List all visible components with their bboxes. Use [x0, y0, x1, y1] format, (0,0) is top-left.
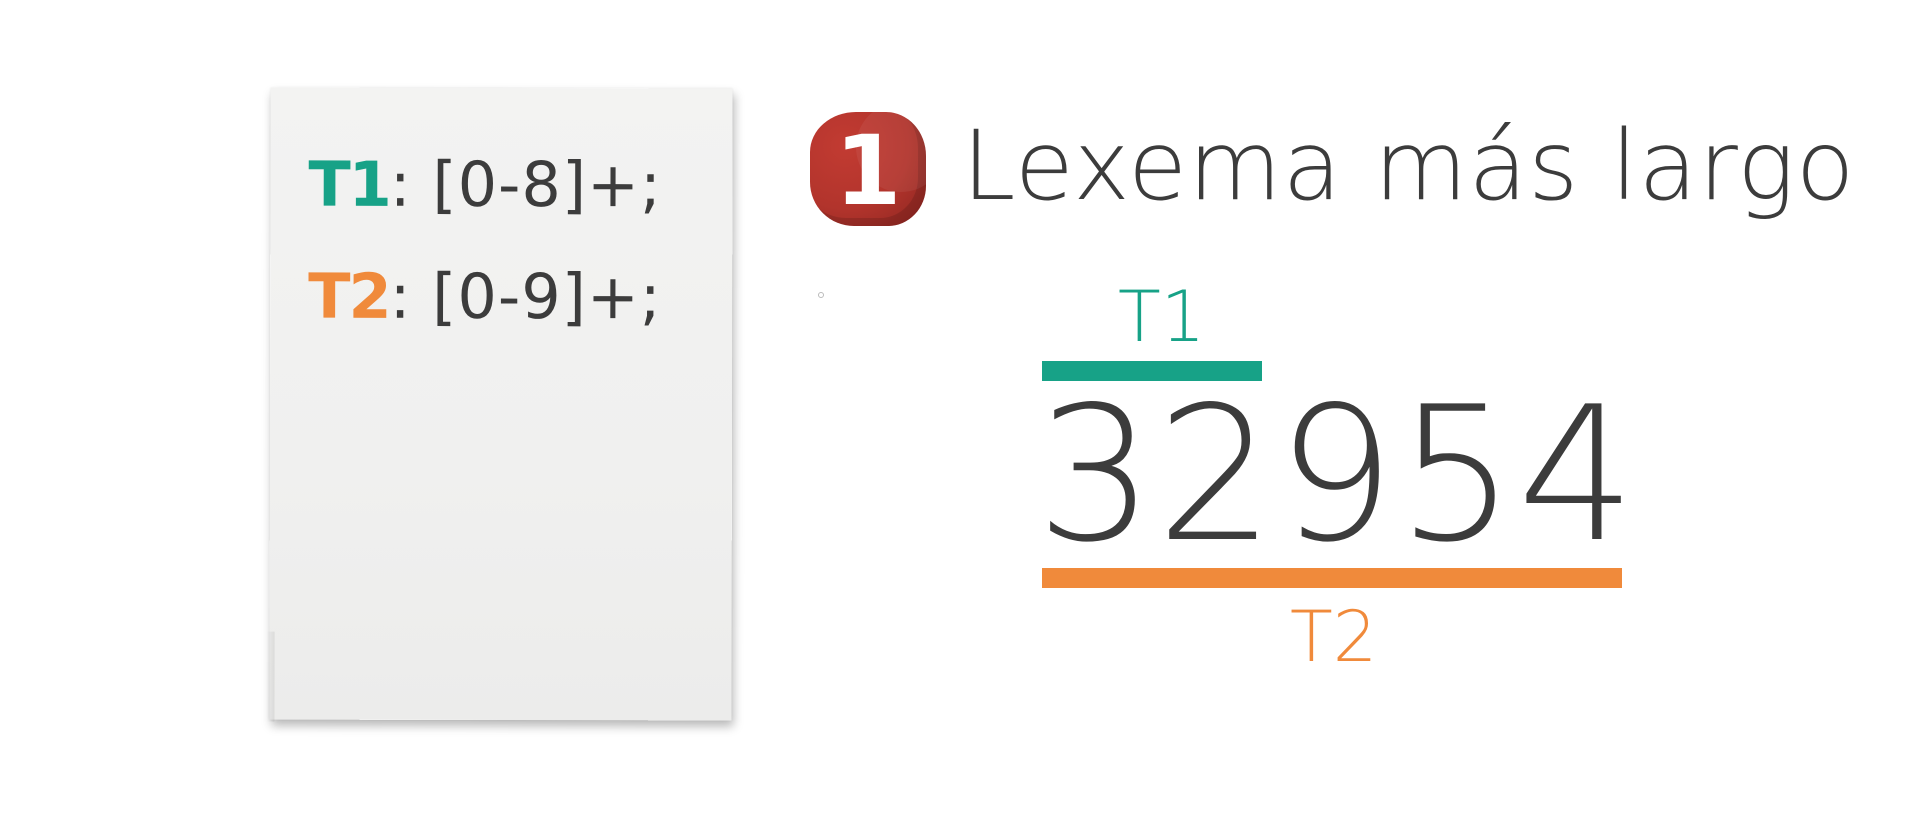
rule-t2: T2: [0-9]+;	[308, 260, 662, 334]
t2-match-bar	[1042, 568, 1622, 588]
rule-t1-name: T1	[308, 147, 390, 221]
t1-match-label: T1	[1118, 276, 1206, 358]
slide-title: Lexema más largo	[962, 110, 1856, 222]
rule-t2-pattern: [0-9]+;	[411, 259, 662, 334]
step-number: 1	[834, 115, 902, 226]
rules-note-card: T1: [0-8]+; T2: [0-9]+;	[269, 87, 733, 721]
t1-match-bar	[1042, 361, 1262, 381]
step-number-badge: 1	[810, 112, 926, 226]
input-lexeme: 32954	[1036, 366, 1638, 583]
rule-t1: T1: [0-8]+;	[308, 148, 662, 222]
rule-t2-name: T2	[308, 259, 390, 333]
rule-t1-separator: :	[389, 147, 412, 221]
rule-t1-pattern: [0-8]+;	[411, 147, 662, 222]
decorative-dot	[818, 292, 824, 298]
rule-t2-separator: :	[389, 259, 412, 333]
t2-match-label: T2	[1290, 596, 1378, 678]
